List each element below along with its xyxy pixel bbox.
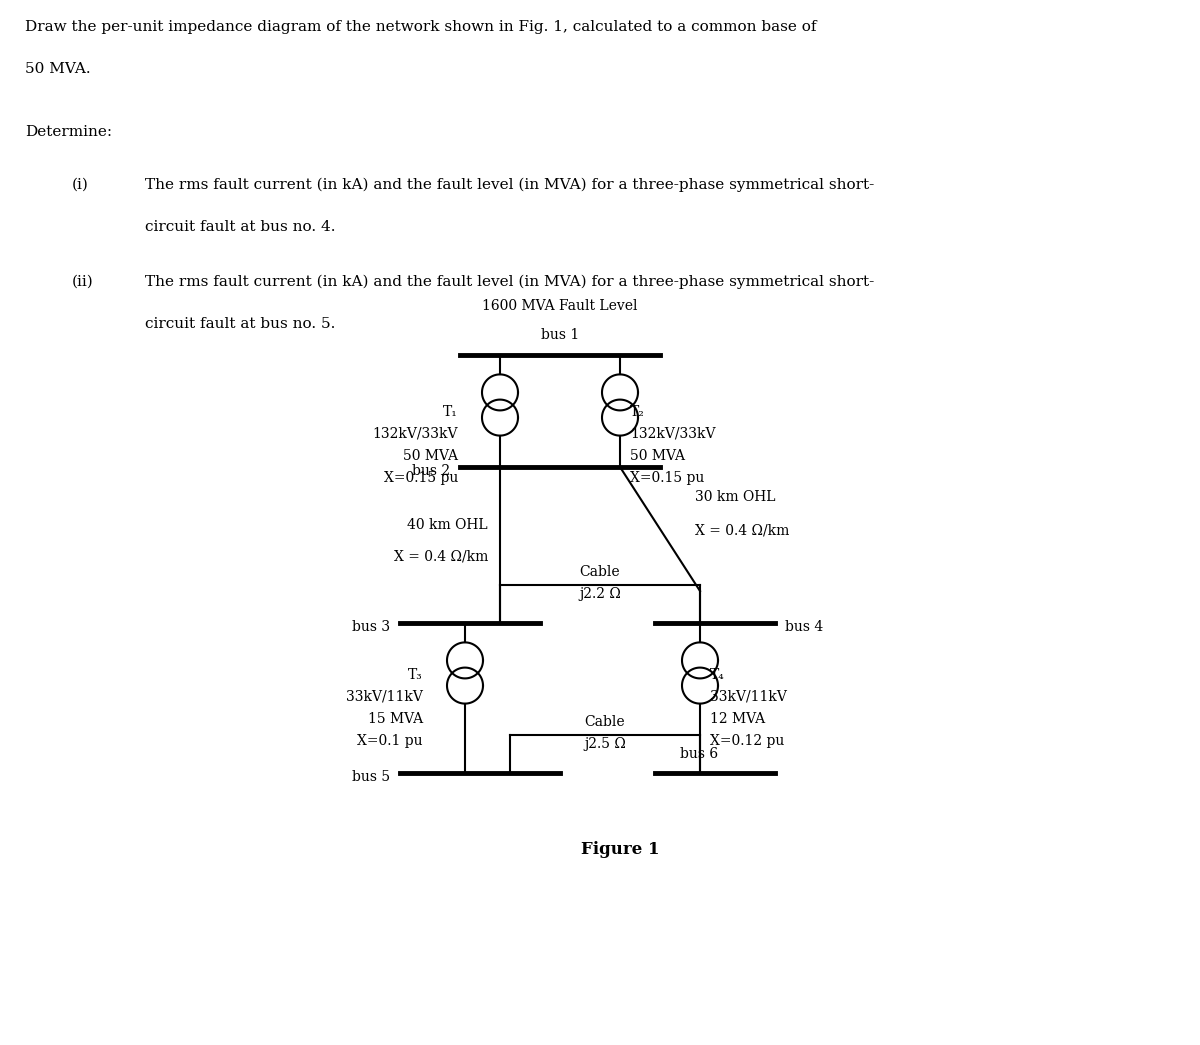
Text: bus 5: bus 5 [352,770,390,784]
Text: (ii): (ii) [72,275,94,289]
Text: Determine:: Determine: [25,125,112,139]
Text: Draw the per-unit impedance diagram of the network shown in Fig. 1, calculated t: Draw the per-unit impedance diagram of t… [25,20,816,34]
Text: X = 0.4 Ω/km: X = 0.4 Ω/km [695,524,790,538]
Text: 50 MVA: 50 MVA [630,449,685,463]
Text: bus 3: bus 3 [352,620,390,634]
Text: X=0.1 pu: X=0.1 pu [358,734,424,748]
Text: j2.5 Ω: j2.5 Ω [584,737,626,751]
Text: 1600 MVA Fault Level: 1600 MVA Fault Level [482,299,637,313]
Text: T₂: T₂ [630,405,644,419]
Text: X = 0.4 Ω/km: X = 0.4 Ω/km [394,550,488,564]
Text: T₄: T₄ [710,668,725,682]
Text: circuit fault at bus no. 5.: circuit fault at bus no. 5. [145,317,335,331]
Text: T₁: T₁ [443,405,458,419]
Text: 132kV/33kV: 132kV/33kV [372,427,458,441]
Text: T₃: T₃ [408,668,424,682]
Text: X=0.15 pu: X=0.15 pu [630,471,704,485]
Text: 50 MVA.: 50 MVA. [25,62,91,76]
Text: 30 km OHL: 30 km OHL [695,490,775,504]
Text: 15 MVA: 15 MVA [368,712,424,726]
Text: j2.2 Ω: j2.2 Ω [580,587,620,601]
Text: bus 4: bus 4 [785,620,823,634]
Text: (i): (i) [72,178,89,192]
Text: 12 MVA: 12 MVA [710,712,766,726]
Text: bus 1: bus 1 [541,328,580,342]
Text: The rms fault current (in kA) and the fault level (in MVA) for a three-phase sym: The rms fault current (in kA) and the fa… [145,178,875,192]
Text: 50 MVA: 50 MVA [403,449,458,463]
Text: 132kV/33kV: 132kV/33kV [630,427,715,441]
Text: Cable: Cable [580,565,620,579]
Text: X=0.12 pu: X=0.12 pu [710,734,785,748]
Text: X=0.15 pu: X=0.15 pu [384,471,458,485]
Text: 33kV/11kV: 33kV/11kV [710,690,787,704]
Text: 33kV/11kV: 33kV/11kV [346,690,424,704]
Text: bus 6: bus 6 [680,747,718,761]
Text: The rms fault current (in kA) and the fault level (in MVA) for a three-phase sym: The rms fault current (in kA) and the fa… [145,275,875,289]
Text: bus 2: bus 2 [412,464,450,478]
Text: Cable: Cable [584,715,625,729]
Text: 40 km OHL: 40 km OHL [407,518,488,532]
Text: Figure 1: Figure 1 [581,841,659,859]
Text: circuit fault at bus no. 4.: circuit fault at bus no. 4. [145,220,336,234]
